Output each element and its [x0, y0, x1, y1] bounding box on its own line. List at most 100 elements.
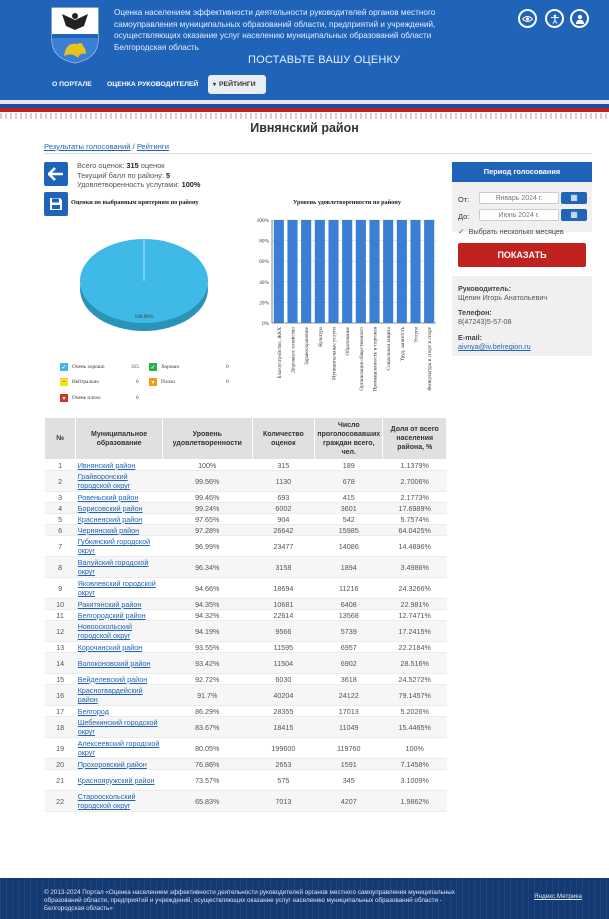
municipality-link[interactable]: Чернянский район	[75, 524, 163, 536]
col-voters[interactable]: Число проголосовавших граждан всего, чел…	[314, 417, 384, 460]
accessibility-icon[interactable]	[545, 9, 564, 28]
period-to-input[interactable]: Июнь 2024 г.	[479, 209, 559, 221]
col-municipality[interactable]: Муниципальное образование	[75, 417, 163, 460]
eye-icon[interactable]	[518, 9, 537, 28]
coat-of-arms-icon[interactable]	[50, 6, 100, 64]
table-row: 18 Шебекинский городской округ 83.67% 18415…	[44, 716, 447, 738]
share-cell: 22.2184%	[382, 641, 447, 653]
row-number: 19	[44, 737, 76, 759]
voters-cell: 1591	[314, 758, 383, 770]
municipality-link[interactable]: Белгород	[75, 705, 163, 717]
col-share[interactable]: Доля от всего населения района, %	[382, 417, 447, 460]
bar[interactable]	[314, 220, 325, 323]
table-row: 9 Яковлевский городской округ 94.66% 18694 1…	[44, 577, 447, 599]
legend-bad[interactable]: ▾ Плохо	[149, 378, 175, 386]
bar[interactable]	[287, 220, 298, 323]
legend-good[interactable]: ✓ Хорошо	[149, 363, 180, 371]
municipality-link[interactable]: Красногвардейский район	[75, 684, 163, 706]
x-tick-label: Организация общественного	[358, 327, 365, 391]
municipality-link[interactable]: Прохоровский район	[75, 758, 163, 770]
bar[interactable]	[328, 220, 339, 323]
satisfaction-cell: 99.24%	[162, 502, 253, 514]
municipality-link[interactable]: Ровеньский район	[75, 491, 163, 503]
nav-leader-rating[interactable]: ОЦЕНКА РУКОВОДИТЕЛЕЙ	[107, 81, 199, 88]
voters-cell: 6957	[314, 641, 383, 653]
municipality-link[interactable]: Губкинский городской округ	[75, 535, 163, 557]
municipality-link[interactable]: Борисовский район	[75, 502, 163, 514]
back-button[interactable]	[44, 162, 68, 186]
nav-about[interactable]: О ПОРТАЛЕ	[52, 81, 92, 88]
municipality-link[interactable]: Волоконовский район	[75, 652, 163, 674]
ratings-count-cell: 18415	[252, 716, 315, 738]
show-button[interactable]: ПОКАЗАТЬ	[458, 243, 586, 267]
legend-neutral[interactable]: – Нейтрально	[60, 378, 99, 386]
ratings-count-cell: 18694	[252, 577, 315, 599]
bar[interactable]	[396, 220, 407, 323]
y-tick-label: 40%	[259, 280, 269, 286]
col-satisfaction[interactable]: Уровень удовлетворенности	[161, 417, 253, 460]
period-from-input[interactable]: Январь 2024 г.	[479, 192, 559, 204]
legend-very-good[interactable]: ✓ Очень хорошо	[60, 363, 105, 371]
yandex-metrika-link[interactable]: Яндекс.Метрика	[534, 893, 582, 900]
bar[interactable]	[342, 220, 353, 323]
table-row: 8 Валуйский городской округ 96.34% 3158 1894…	[44, 556, 447, 578]
email-link[interactable]: aivnya@iv.belregion.ru	[458, 342, 531, 351]
share-cell: 22.981%	[382, 598, 447, 610]
share-cell: 2.7006%	[382, 470, 447, 492]
legend-very-bad[interactable]: ▾ Очень плохо	[60, 394, 101, 402]
col-ratings-count[interactable]: Количество оценок	[251, 417, 316, 460]
voters-cell: 15985	[314, 524, 383, 536]
flag-stripe-red	[0, 108, 609, 112]
bar[interactable]	[410, 220, 421, 323]
satisfaction-cell: 97.28%	[162, 524, 253, 536]
y-tick-label: 20%	[259, 300, 269, 306]
table-row: 12 Новооскольский городской округ 94.19% 95…	[44, 620, 447, 642]
municipality-link[interactable]: Старооскольский городской округ	[75, 790, 163, 812]
share-cell: 24.5272%	[382, 673, 447, 685]
table-row: 22 Старооскольский городской округ 65.83% 7…	[44, 790, 447, 812]
breadcrumb-results-link[interactable]: Результаты голосований	[44, 142, 131, 151]
x-tick-label: Культура	[318, 326, 324, 347]
checkmark-icon: ✓	[458, 227, 465, 236]
share-cell: 5.2026%	[382, 705, 447, 717]
municipality-link[interactable]: Алексеевский городской округ	[75, 737, 163, 759]
col-number[interactable]: №	[43, 417, 77, 460]
bar[interactable]	[369, 220, 380, 323]
user-icon[interactable]	[570, 9, 589, 28]
calendar-icon[interactable]: ▦	[561, 209, 587, 221]
table-row: 20 Прохоровский район 76.86% 2653 1591 7.1458…	[44, 758, 447, 770]
municipality-link[interactable]: Ивнянский район	[75, 459, 163, 471]
bar[interactable]	[424, 220, 435, 323]
check-icon: ✓	[149, 363, 157, 371]
row-number: 8	[44, 556, 76, 578]
voters-cell: 1894	[314, 556, 383, 578]
site-header: Оценка населением эффективности деятельн…	[0, 0, 609, 100]
bar[interactable]	[273, 220, 284, 323]
bar[interactable]	[355, 220, 366, 323]
ratings-count-cell: 315	[252, 459, 315, 471]
bar[interactable]	[383, 220, 394, 323]
table-row: 19 Алексеевский городской округ 80.05% 1996…	[44, 737, 447, 759]
municipality-link[interactable]: Красненский район	[75, 513, 163, 525]
municipality-link[interactable]: Новооскольский городской округ	[75, 620, 163, 642]
municipality-link[interactable]: Корочанский район	[75, 641, 163, 653]
save-button[interactable]	[44, 192, 68, 216]
satisfaction-cell: 99.56%	[162, 470, 253, 492]
municipality-link[interactable]: Грайворонский городской округ	[75, 470, 163, 492]
municipality-link[interactable]: Валуйский городской округ	[75, 556, 163, 578]
municipality-link[interactable]: Яковлевский городской округ	[75, 577, 163, 599]
municipality-link[interactable]: Вейделевский район	[75, 673, 163, 685]
municipality-link[interactable]: Ракитянский район	[75, 598, 163, 610]
row-number: 17	[44, 705, 76, 717]
municipality-link[interactable]: Краснояружский район	[75, 769, 163, 791]
breadcrumb-ratings-link[interactable]: Рейтинги	[136, 142, 169, 151]
bar[interactable]	[301, 220, 312, 323]
municipality-link[interactable]: Белгородский район	[75, 609, 163, 621]
current-score: 5	[165, 170, 171, 180]
multi-month-checkbox[interactable]: ✓ Выбрать несколько месяцев	[458, 227, 564, 236]
calendar-icon[interactable]: ▦	[561, 192, 587, 204]
nav-ratings[interactable]: ▾ РЕЙТИНГИ	[208, 75, 266, 94]
x-tick-label: Труд, занятость	[400, 326, 406, 361]
municipality-link[interactable]: Шебекинский городской округ	[75, 716, 163, 738]
chevron-down-icon: ▾	[213, 82, 217, 88]
